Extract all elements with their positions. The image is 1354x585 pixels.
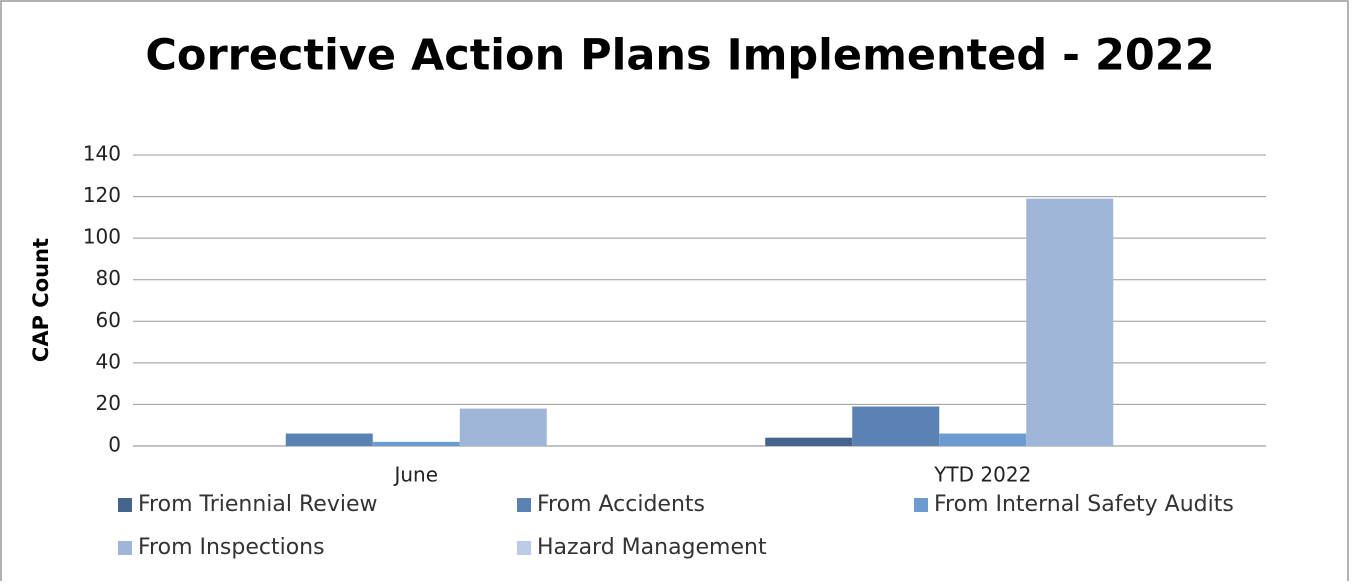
legend-swatch (118, 541, 132, 555)
y-tick-label: 100 (83, 225, 121, 249)
legend-label: From Internal Safety Audits (934, 492, 1234, 517)
legend-swatch (914, 498, 928, 512)
y-axis-label: CAP Count (29, 238, 53, 362)
bar (1026, 198, 1114, 446)
y-tick-label: 140 (83, 142, 121, 166)
bar (852, 406, 940, 446)
y-tick-label: 40 (96, 349, 121, 373)
y-tick-label: 0 (108, 433, 121, 457)
bar (765, 437, 853, 446)
legend-label: From Triennial Review (138, 492, 377, 517)
x-tick-label: June (392, 463, 438, 487)
chart-title: Corrective Action Plans Implemented - 20… (145, 31, 1214, 81)
y-tick-label: 60 (96, 308, 121, 332)
bar (285, 433, 373, 446)
legend-swatch (517, 498, 531, 512)
bar (372, 441, 460, 446)
y-tick-label: 80 (96, 266, 121, 290)
y-tick-label: 120 (83, 183, 121, 207)
legend-swatch (517, 541, 531, 555)
bar (939, 433, 1027, 446)
legend-label: Hazard Management (537, 535, 767, 560)
y-tick-label: 20 (96, 391, 121, 415)
bar (459, 408, 547, 446)
x-tick-label: YTD 2022 (933, 463, 1031, 487)
legend-label: From Inspections (138, 535, 325, 560)
legend-swatch (118, 498, 132, 512)
legend-label: From Accidents (537, 492, 705, 517)
